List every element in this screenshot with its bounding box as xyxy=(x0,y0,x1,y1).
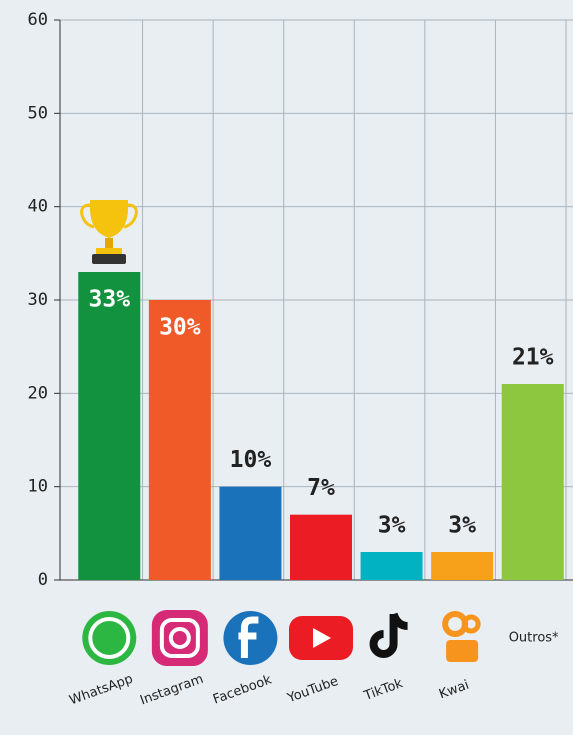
bar xyxy=(290,514,352,580)
platform-icon xyxy=(442,611,481,662)
bar xyxy=(148,300,211,580)
value-label: 10% xyxy=(230,447,272,473)
bar xyxy=(431,552,494,580)
icon xyxy=(446,640,479,662)
icon xyxy=(369,612,408,658)
platform-icon xyxy=(223,611,278,665)
x-tick-label: Outros* xyxy=(509,631,559,646)
value-label: 33% xyxy=(89,287,131,313)
platform-icon xyxy=(82,611,137,665)
y-tick-label: 50 xyxy=(28,103,48,123)
y-tick-label: 10 xyxy=(28,477,48,497)
value-label: 30% xyxy=(159,315,201,341)
bar xyxy=(219,486,282,580)
icon xyxy=(238,616,259,658)
icon xyxy=(159,618,200,658)
icon xyxy=(461,614,481,634)
value-label: 7% xyxy=(307,475,335,501)
trophy xyxy=(80,200,138,264)
y-tick-label: 0 xyxy=(38,570,48,590)
bar xyxy=(78,272,141,580)
icon xyxy=(168,627,191,649)
bar xyxy=(501,384,564,580)
y-tick-label: 40 xyxy=(28,197,48,217)
platform-icon xyxy=(289,616,353,660)
value-label: 3% xyxy=(378,513,406,539)
bar xyxy=(360,552,423,580)
icon xyxy=(88,617,131,659)
value-label: 3% xyxy=(448,513,476,539)
y-tick-label: 60 xyxy=(28,10,48,30)
icon xyxy=(313,628,331,648)
platform-icon xyxy=(151,610,208,666)
y-tick-label: 20 xyxy=(28,383,48,403)
value-label: 21% xyxy=(512,345,554,371)
y-tick-label: 30 xyxy=(28,290,48,310)
platform-icon xyxy=(369,612,408,658)
